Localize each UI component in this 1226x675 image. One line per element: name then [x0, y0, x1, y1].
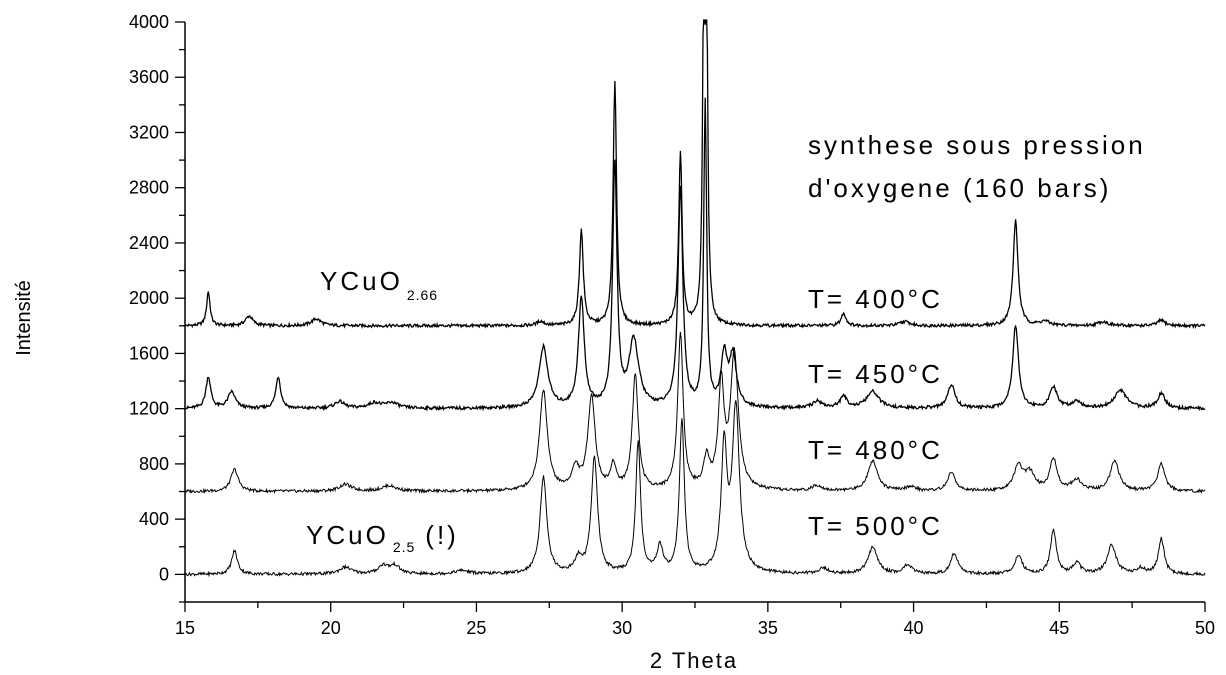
- y-tick-label: 2800: [129, 178, 169, 198]
- formula-main: YCuO: [320, 266, 403, 296]
- x-tick-label: 15: [175, 618, 195, 638]
- series-label-480: T= 480°C: [808, 435, 943, 465]
- series-line-2: [184, 331, 1206, 495]
- y-tick-label: 4000: [129, 12, 169, 32]
- series-label-500: T= 500°C: [808, 511, 943, 541]
- x-tick-label: 45: [1049, 618, 1069, 638]
- y-tick-label: 2000: [129, 288, 169, 308]
- x-tick-label: 25: [466, 618, 486, 638]
- series-group: [184, 19, 1206, 578]
- formula-subscript: 2.5: [393, 539, 415, 555]
- x-tick-label: 20: [321, 618, 341, 638]
- series-label-400: T= 400°C: [808, 284, 943, 314]
- y-tick-label: 0: [159, 564, 169, 584]
- series-line-1: [184, 97, 1206, 412]
- formula-suffix: (!): [425, 520, 459, 550]
- y-axis-title: Intensité: [13, 280, 35, 356]
- y-tick-label: 1600: [129, 343, 169, 363]
- y-tick-label: 800: [139, 454, 169, 474]
- y-tick-label: 3600: [129, 67, 169, 87]
- annotation-ycuo-25: YCuO 2.5 (!): [306, 520, 459, 555]
- x-tick-label: 40: [904, 618, 924, 638]
- series-label-450: T= 450°C: [808, 359, 943, 389]
- formula-subscript: 2.66: [407, 287, 438, 303]
- axes: [184, 22, 1205, 603]
- x-axis-title: 2 Theta: [650, 648, 738, 673]
- formula-main: YCuO: [306, 520, 389, 550]
- y-tick-label: 400: [139, 509, 169, 529]
- x-tick-label: 35: [758, 618, 778, 638]
- series-line-0: [184, 19, 1206, 330]
- annotation-ycuo-266: YCuO 2.66: [320, 266, 438, 303]
- annotation-title-line1: synthese sous pression: [808, 130, 1146, 160]
- y-tick-label: 2400: [129, 233, 169, 253]
- tick-group: 0 400 800 1200 1600 2000 2400 2800 3200 3600 4000 1…: [129, 12, 1215, 638]
- y-tick-label: 1200: [129, 399, 169, 419]
- x-tick-label: 50: [1195, 618, 1215, 638]
- annotation-title-line2: d'oxygene (160 bars): [808, 173, 1111, 203]
- y-tick-label: 3200: [129, 122, 169, 142]
- x-tick-label: 30: [612, 618, 632, 638]
- series-line-3: [184, 400, 1206, 578]
